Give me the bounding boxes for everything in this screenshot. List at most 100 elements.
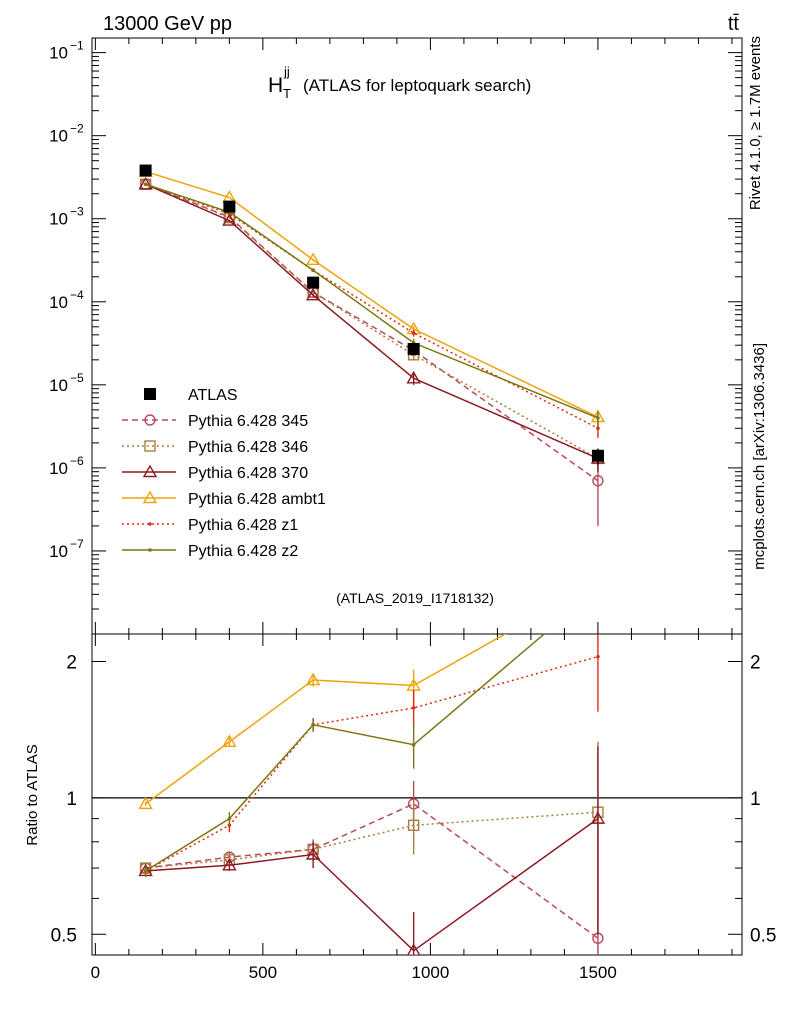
marker-triangle-open xyxy=(138,176,153,190)
marker-triangle-open xyxy=(406,943,421,955)
y-tick-exponent: −1 xyxy=(70,39,84,53)
ratio-axis-label: Ratio to ATLAS xyxy=(24,744,41,845)
marker-circle-open xyxy=(144,414,156,426)
ratio-line xyxy=(145,634,546,872)
marker-dot xyxy=(143,182,148,187)
ratio-tick-label-right: 0.5 xyxy=(750,925,776,946)
marker-square-filled xyxy=(144,388,156,400)
y-tick-label: 10 xyxy=(49,293,68,312)
ratio-tick-label-left: 1 xyxy=(66,789,77,810)
title-main: H xyxy=(268,74,283,97)
ratio-line xyxy=(145,811,598,869)
ratio-panel-frame xyxy=(91,633,743,956)
series-line xyxy=(145,183,599,482)
legend-entry: Pythia 6.428 z1 xyxy=(122,517,298,534)
y-tick-base: 10 xyxy=(49,459,68,478)
y-tick-exponent: −4 xyxy=(70,288,84,302)
y-tick-exponent: −6 xyxy=(70,454,84,468)
marker-triangle-open xyxy=(305,672,321,686)
y-tick-exponent: −7 xyxy=(70,537,84,551)
title-superscript: jj xyxy=(283,64,290,79)
ratio-line xyxy=(145,818,599,952)
ratio-series-pythia-6-428-346 xyxy=(139,741,604,923)
marker-dot xyxy=(596,416,600,420)
legend-label: Pythia 6.428 z2 xyxy=(188,543,298,560)
marker-circle-open xyxy=(592,475,604,487)
marker-dot xyxy=(411,331,416,335)
y-tick-base: 10 xyxy=(49,210,68,229)
y-tick-exponent: −5 xyxy=(70,371,84,385)
ratio-series-pythia-6-428-370 xyxy=(138,746,606,955)
marker-dot xyxy=(311,268,315,273)
legend-entry: Pythia 6.428 ambt1 xyxy=(122,490,326,508)
marker-dot xyxy=(411,742,416,747)
legend-entry: Pythia 6.428 346 xyxy=(122,439,308,456)
marker-square-open xyxy=(144,440,156,452)
legend-entry: Pythia 6.428 z2 xyxy=(122,543,298,560)
marker-square-open xyxy=(407,819,420,831)
marker-triangle-open xyxy=(592,576,604,587)
main-axis-ticks: 10−710−610−510−410−310−210−1 xyxy=(49,39,742,635)
ratio-series-pythia-6-428-z2 xyxy=(143,587,600,877)
title-subscript: T xyxy=(283,86,291,101)
main-panel-series xyxy=(138,164,606,526)
y-tick-label: 10 xyxy=(49,44,68,63)
rivet-version-label: Rivet 4.1.0, ≥ 1.7M events xyxy=(747,36,764,210)
marker-square-filled xyxy=(591,449,604,462)
marker-triangle-open xyxy=(222,857,237,871)
header-process-label: tt̄ xyxy=(728,13,740,35)
ratio-tick-label-right: 1 xyxy=(750,789,761,810)
legend-label: ATLAS xyxy=(188,387,238,404)
marker-triangle-open xyxy=(222,734,237,747)
marker-dot xyxy=(596,426,600,431)
marker-triangle-open xyxy=(590,811,606,824)
ratio-tick-label-left: 0.5 xyxy=(51,925,77,946)
legend-label: Pythia 6.428 370 xyxy=(188,465,308,482)
title-rest: (ATLAS for leptoquark search) xyxy=(303,76,531,95)
ratio-tick-label-left: 2 xyxy=(66,652,77,673)
ratio-panel-series xyxy=(138,576,606,955)
x-tick-label: 1500 xyxy=(579,963,617,982)
marker-square-filled xyxy=(223,200,236,213)
marker-triangle-open xyxy=(305,847,321,860)
marker-triangle-open xyxy=(142,464,158,478)
x-axis-ticks: 0 500 1000 1500 xyxy=(91,38,733,982)
marker-triangle-open xyxy=(222,213,237,226)
marker-dot xyxy=(596,587,600,591)
series-atlas xyxy=(139,164,604,465)
x-tick-label: 0 xyxy=(91,963,100,982)
y-tick-label: 10 xyxy=(49,210,68,229)
marker-dot xyxy=(143,869,148,873)
y-tick-label: 10 xyxy=(49,542,68,561)
legend-entry: Pythia 6.428 345 xyxy=(122,413,308,430)
series-pythia-6-428-ambt1 xyxy=(138,164,606,425)
marker-triangle-open xyxy=(138,796,153,810)
y-tick-base: 10 xyxy=(49,127,68,146)
y-tick-exponent: −2 xyxy=(70,122,84,136)
legend-label: Pythia 6.428 345 xyxy=(188,413,308,430)
marker-triangle-open xyxy=(305,287,321,301)
x-tick-label: 500 xyxy=(249,963,277,982)
ratio-series-pythia-6-428-z1 xyxy=(143,634,600,877)
y-tick-label: 10 xyxy=(49,127,68,146)
analysis-id-label: (ATLAS_2019_I1718132) xyxy=(336,590,494,606)
ratio-series-pythia-6-428-ambt1 xyxy=(138,576,604,810)
marker-square-filled xyxy=(307,276,320,289)
legend-label: Pythia 6.428 346 xyxy=(188,439,308,456)
marker-dot xyxy=(596,654,600,659)
series-line xyxy=(145,183,599,460)
ratio-tick-label-right: 2 xyxy=(750,652,761,673)
x-tick-label: 1000 xyxy=(411,963,449,982)
mcplots-reference-label: mcplots.cern.ch [arXiv:1306.3436] xyxy=(751,343,768,570)
ratio-line xyxy=(145,634,507,805)
y-tick-label: 10 xyxy=(49,376,68,395)
y-tick-base: 10 xyxy=(49,44,68,63)
marker-triangle-open xyxy=(305,252,321,266)
plot-title: H jj T (ATLAS for leptoquark search) xyxy=(268,64,531,101)
y-tick-base: 10 xyxy=(49,542,68,561)
marker-triangle-open xyxy=(406,370,421,384)
ratio-series-pythia-6-428-345 xyxy=(139,780,604,955)
marker-dot xyxy=(148,548,152,552)
marker-dot xyxy=(411,706,416,710)
marker-square-filled xyxy=(407,343,420,356)
